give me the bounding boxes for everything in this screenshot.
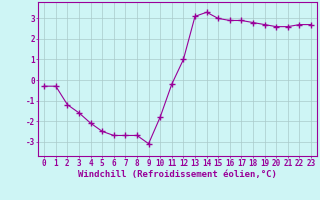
X-axis label: Windchill (Refroidissement éolien,°C): Windchill (Refroidissement éolien,°C) — [78, 170, 277, 179]
